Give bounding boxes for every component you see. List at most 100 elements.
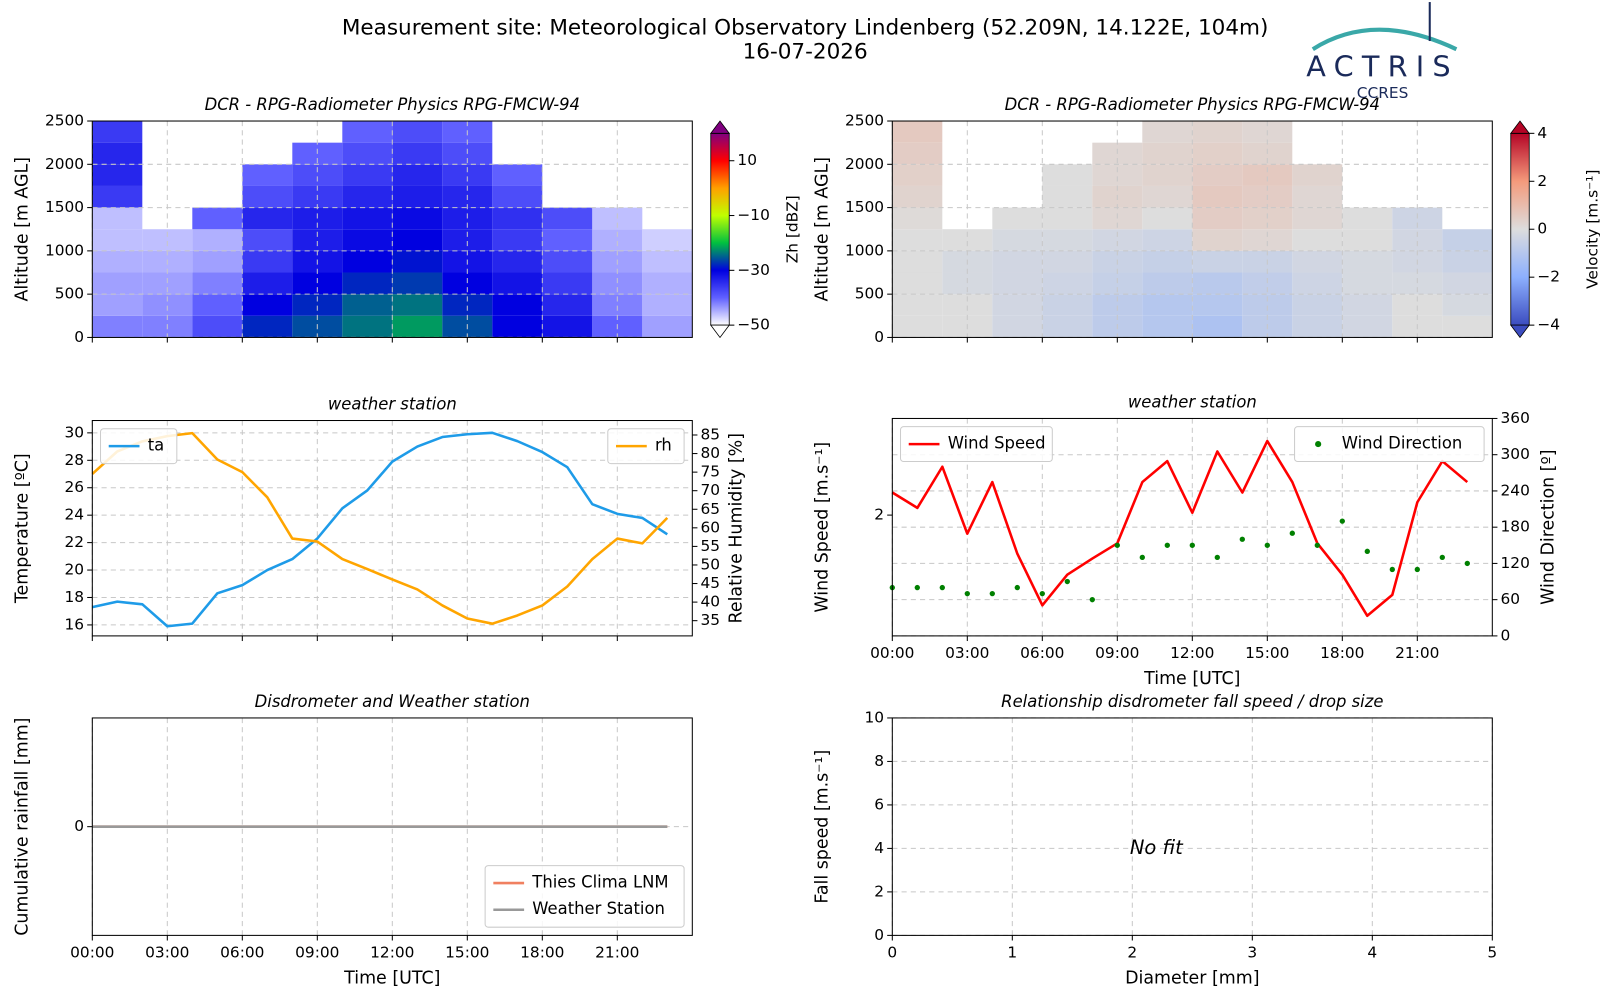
y2-tick-label: 40 xyxy=(701,593,721,611)
x-tick-label: 09:00 xyxy=(1095,644,1139,662)
legend-label: Wind Speed xyxy=(948,434,1046,453)
heatmap-cell xyxy=(1192,185,1243,208)
x-tick-label: 18:00 xyxy=(520,943,564,961)
x-axis-label: Time [UTC] xyxy=(1143,669,1240,689)
series-point xyxy=(1189,542,1195,548)
legend: ta xyxy=(100,428,178,465)
x-tick-label: 3 xyxy=(1247,943,1257,961)
colorbar-tick-label: −30 xyxy=(737,261,769,279)
heatmap-cell xyxy=(442,294,493,316)
colorbar-tick-label: 2 xyxy=(1537,172,1547,190)
legend-label: Wind Direction xyxy=(1342,434,1463,453)
heatmap-cell xyxy=(1192,250,1243,273)
heatmap-cell xyxy=(1142,272,1193,295)
colorbar-tick-label: −4 xyxy=(1537,316,1560,334)
logo-arc xyxy=(1311,27,1458,52)
x-tick-label: 12:00 xyxy=(1170,644,1214,662)
y-tick-label: 20 xyxy=(65,561,85,579)
x-tick-label: 1 xyxy=(1007,943,1017,961)
panel: 0 1 2 3 4 5 0 2 4 6 8 10 Relationship disdrometer fa… xyxy=(813,692,1498,988)
panel-title: Relationship disdrometer fall speed / dr… xyxy=(1001,692,1383,711)
heatmap-cell xyxy=(242,229,293,251)
heatmap-cell xyxy=(292,229,343,251)
x-tick-label: 15:00 xyxy=(445,943,489,961)
heatmap-cell xyxy=(242,272,293,295)
heatmap-cell xyxy=(642,229,693,251)
colorbar-extend xyxy=(1509,120,1531,134)
heatmap-cell xyxy=(1042,272,1093,295)
heatmap-cell xyxy=(492,315,543,338)
heatmap-cell xyxy=(1242,229,1293,251)
heatmap-cell xyxy=(492,294,543,316)
x-tick-label: 00:00 xyxy=(70,943,114,961)
heatmap-cell xyxy=(1042,207,1093,230)
legend: rh xyxy=(607,428,685,465)
y2-tick-label: 55 xyxy=(701,537,721,555)
y-tick-label: 26 xyxy=(65,478,85,496)
legend: Wind Speed xyxy=(900,426,1053,463)
heatmap-cell xyxy=(1242,164,1293,186)
heatmap-cell xyxy=(542,229,593,251)
x-axis-label: Diameter [mm] xyxy=(1125,968,1259,988)
plot-area xyxy=(892,717,1493,936)
x-tick-label: 15:00 xyxy=(1245,644,1289,662)
series-line xyxy=(92,431,668,628)
heatmap-cell xyxy=(1142,207,1193,230)
heatmap-cell xyxy=(1192,315,1243,338)
heatmap-cell xyxy=(392,164,443,186)
heatmap-cell xyxy=(1242,294,1293,316)
heatmap-cell xyxy=(642,315,693,338)
heatmap-cell xyxy=(192,207,243,230)
heatmap-cell xyxy=(1342,250,1393,273)
heatmap-cell xyxy=(1042,250,1093,273)
annotation: No fit xyxy=(1130,836,1184,859)
heatmap-cell xyxy=(1042,294,1093,316)
heatmap-cell xyxy=(892,142,943,165)
heatmap-cell xyxy=(592,272,643,295)
colorbar xyxy=(1510,132,1530,326)
series-point xyxy=(1364,548,1370,555)
legend-swatch xyxy=(1315,441,1322,448)
logo-text: ACTRIS xyxy=(1306,50,1459,84)
logo: ACTRIS CCRES xyxy=(1306,2,1459,102)
colorbar-extend xyxy=(709,120,731,134)
x-tick-label: 0 xyxy=(887,943,897,961)
heatmap-cell xyxy=(1142,229,1193,251)
heatmap-cell xyxy=(342,315,393,338)
heatmap-cell xyxy=(92,272,143,295)
series-point xyxy=(964,590,970,597)
heatmap-cell xyxy=(992,272,1043,295)
heatmap-cell xyxy=(1342,294,1393,316)
y-tick-label: 22 xyxy=(65,533,85,551)
heatmap-cell xyxy=(1292,315,1343,338)
heatmap-cell xyxy=(492,250,543,273)
y-tick-label: 8 xyxy=(874,752,884,770)
y-axis-label: Fall speed [m.s⁻¹] xyxy=(813,750,833,904)
heatmap-cell xyxy=(542,294,593,316)
legend-label: rh xyxy=(655,436,672,455)
x-tick-label: 00:00 xyxy=(870,644,914,662)
y-axis-label: Cumulative rainfall [mm] xyxy=(13,718,33,936)
colorbar-label: Zh [dBZ] xyxy=(783,195,801,263)
heatmap-cell xyxy=(642,250,693,273)
heatmap-cell xyxy=(92,315,143,338)
logo-subtext: CCRES xyxy=(1357,84,1409,102)
series-point xyxy=(1314,542,1320,548)
heatmap-cell xyxy=(242,315,293,338)
series-point xyxy=(1339,518,1345,524)
series-point xyxy=(1214,554,1220,561)
heatmap-cell xyxy=(242,164,293,186)
heatmap-cell xyxy=(1442,250,1493,273)
colorbar-tick-label: 4 xyxy=(1537,124,1547,142)
heatmap-cell xyxy=(442,272,493,295)
heatmap-cell xyxy=(542,207,593,230)
x-tick-label: 5 xyxy=(1487,943,1497,961)
heatmap-cell xyxy=(1442,294,1493,316)
colorbar-tick-label: −2 xyxy=(1537,268,1560,286)
x-tick-label: 03:00 xyxy=(145,943,189,961)
heatmap-cell xyxy=(1292,294,1343,316)
heatmap-cell xyxy=(292,164,343,186)
heatmap-cell xyxy=(1092,229,1143,251)
heatmap-cell xyxy=(392,142,443,165)
colorbar xyxy=(710,132,730,326)
